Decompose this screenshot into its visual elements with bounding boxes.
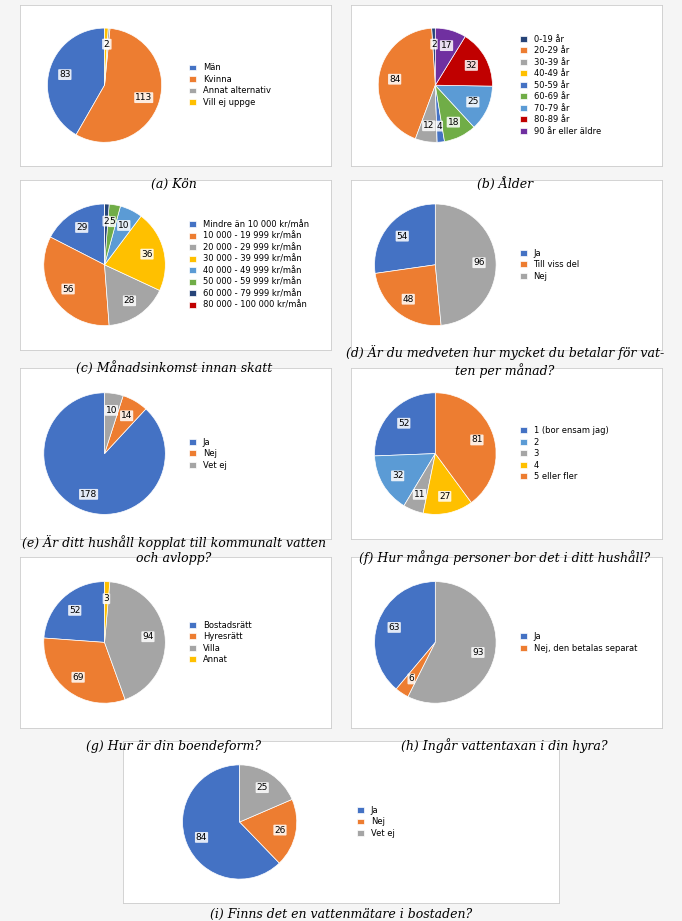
- Text: 2: 2: [103, 40, 108, 49]
- Legend: Ja, Till viss del, Nej: Ja, Till viss del, Nej: [520, 249, 580, 281]
- Wedge shape: [104, 204, 121, 265]
- Wedge shape: [374, 582, 435, 689]
- Text: (a) Kön: (a) Kön: [151, 178, 197, 191]
- Wedge shape: [44, 582, 104, 643]
- Text: 27: 27: [439, 492, 450, 501]
- Legend: Ja, Nej, Vet ej: Ja, Nej, Vet ej: [357, 806, 394, 838]
- Text: 63: 63: [389, 623, 400, 632]
- Text: 36: 36: [141, 250, 153, 259]
- Text: 12: 12: [423, 122, 434, 130]
- Text: (g) Hur är din boendeform?: (g) Hur är din boendeform?: [87, 740, 261, 753]
- Text: (c) Månadsinkomst innan skatt: (c) Månadsinkomst innan skatt: [76, 361, 272, 375]
- Text: 32: 32: [392, 472, 403, 481]
- Text: (h) Ingår vattentaxan i din hyra?: (h) Ingår vattentaxan i din hyra?: [402, 739, 608, 753]
- Wedge shape: [432, 29, 435, 86]
- Wedge shape: [48, 29, 104, 134]
- Wedge shape: [435, 86, 437, 142]
- Wedge shape: [374, 393, 435, 456]
- Legend: Mindre än 10 000 kr/mån, 10 000 - 19 999 kr/mån, 20 000 - 29 999 kr/mån, 30 000 : Mindre än 10 000 kr/mån, 10 000 - 19 999…: [190, 220, 309, 309]
- Wedge shape: [104, 582, 165, 700]
- Text: (e) Är ditt hushåll kopplat till kommunalt vatten
och avlopp?: (e) Är ditt hushåll kopplat till kommuna…: [22, 534, 326, 565]
- Wedge shape: [104, 393, 123, 454]
- Text: 54: 54: [396, 231, 408, 240]
- Text: 6: 6: [409, 674, 414, 683]
- Wedge shape: [379, 29, 435, 139]
- Text: 84: 84: [196, 833, 207, 842]
- Text: (f) Hur många personer bor det i ditt hushåll?: (f) Hur många personer bor det i ditt hu…: [359, 550, 651, 565]
- Text: 17: 17: [441, 41, 452, 50]
- Text: 2: 2: [104, 216, 109, 226]
- Text: (i) Finns det en vattenmätare i bostaden?: (i) Finns det en vattenmätare i bostaden…: [210, 908, 472, 921]
- Wedge shape: [183, 764, 280, 879]
- Wedge shape: [104, 396, 146, 454]
- Wedge shape: [44, 638, 125, 703]
- Text: 18: 18: [447, 118, 459, 127]
- Text: 113: 113: [135, 93, 152, 102]
- Wedge shape: [104, 204, 109, 265]
- Wedge shape: [50, 204, 104, 265]
- Text: 14: 14: [121, 412, 132, 420]
- Text: 32: 32: [466, 61, 477, 70]
- Wedge shape: [104, 29, 108, 86]
- Wedge shape: [404, 454, 435, 513]
- Text: 1: 1: [105, 40, 110, 49]
- Legend: Bostadsrätt, Hyresrätt, Villa, Annat: Bostadsrätt, Hyresrätt, Villa, Annat: [190, 621, 252, 664]
- Text: 25: 25: [256, 783, 268, 792]
- Wedge shape: [104, 206, 141, 265]
- Wedge shape: [423, 454, 471, 514]
- Wedge shape: [435, 86, 492, 127]
- Legend: Män, Kvinna, Annat alternativ, Vill ej uppge: Män, Kvinna, Annat alternativ, Vill ej u…: [190, 64, 271, 107]
- Wedge shape: [44, 237, 109, 325]
- Text: 94: 94: [143, 632, 153, 641]
- Wedge shape: [435, 37, 492, 87]
- Text: 84: 84: [389, 75, 400, 84]
- Text: 29: 29: [76, 223, 87, 232]
- Text: 26: 26: [274, 825, 286, 834]
- Wedge shape: [415, 86, 437, 143]
- Wedge shape: [104, 265, 160, 325]
- Legend: Ja, Nej, Vet ej: Ja, Nej, Vet ej: [190, 437, 226, 470]
- Text: 10: 10: [118, 221, 130, 230]
- Wedge shape: [408, 582, 496, 703]
- Wedge shape: [435, 86, 474, 142]
- Wedge shape: [435, 86, 445, 142]
- Text: 69: 69: [72, 672, 84, 682]
- Wedge shape: [104, 216, 165, 290]
- Wedge shape: [435, 29, 465, 86]
- Text: 52: 52: [398, 419, 409, 427]
- Wedge shape: [44, 393, 165, 514]
- Text: 4: 4: [436, 122, 442, 131]
- Text: 11: 11: [414, 490, 425, 499]
- Text: 25: 25: [467, 98, 479, 107]
- Text: 56: 56: [62, 285, 74, 294]
- Text: 5: 5: [109, 217, 115, 227]
- Text: 48: 48: [402, 295, 414, 304]
- Wedge shape: [239, 764, 292, 822]
- Wedge shape: [239, 799, 297, 863]
- Wedge shape: [374, 454, 435, 506]
- Wedge shape: [104, 582, 110, 643]
- Text: 93: 93: [472, 648, 484, 657]
- Text: (d) Är du medveten hur mycket du betalar för vat-
ten per månad?: (d) Är du medveten hur mycket du betalar…: [346, 345, 664, 378]
- Text: 3: 3: [104, 594, 109, 603]
- Text: 10: 10: [106, 406, 117, 414]
- Text: 2: 2: [431, 40, 436, 49]
- Legend: Ja, Nej, den betalas separat: Ja, Nej, den betalas separat: [520, 632, 637, 653]
- Text: 28: 28: [123, 297, 135, 305]
- Legend: 1 (bor ensam jag), 2, 3, 4, 5 eller fler: 1 (bor ensam jag), 2, 3, 4, 5 eller fler: [520, 426, 608, 481]
- Wedge shape: [435, 204, 496, 325]
- Text: 96: 96: [473, 258, 485, 267]
- Text: 81: 81: [471, 436, 483, 445]
- Wedge shape: [375, 265, 441, 325]
- Wedge shape: [374, 204, 435, 274]
- Text: (b) Ålder: (b) Ålder: [477, 177, 533, 191]
- Wedge shape: [435, 393, 496, 503]
- Wedge shape: [76, 29, 162, 142]
- Text: 52: 52: [69, 606, 80, 615]
- Text: 178: 178: [80, 490, 98, 499]
- Wedge shape: [396, 643, 435, 696]
- Legend: 0-19 år, 20-29 år, 30-39 år, 40-49 år, 50-59 år, 60-69 år, 70-79 år, 80-89 år, 9: 0-19 år, 20-29 år, 30-39 år, 40-49 år, 5…: [520, 35, 601, 135]
- Wedge shape: [104, 29, 110, 86]
- Text: 83: 83: [59, 70, 70, 79]
